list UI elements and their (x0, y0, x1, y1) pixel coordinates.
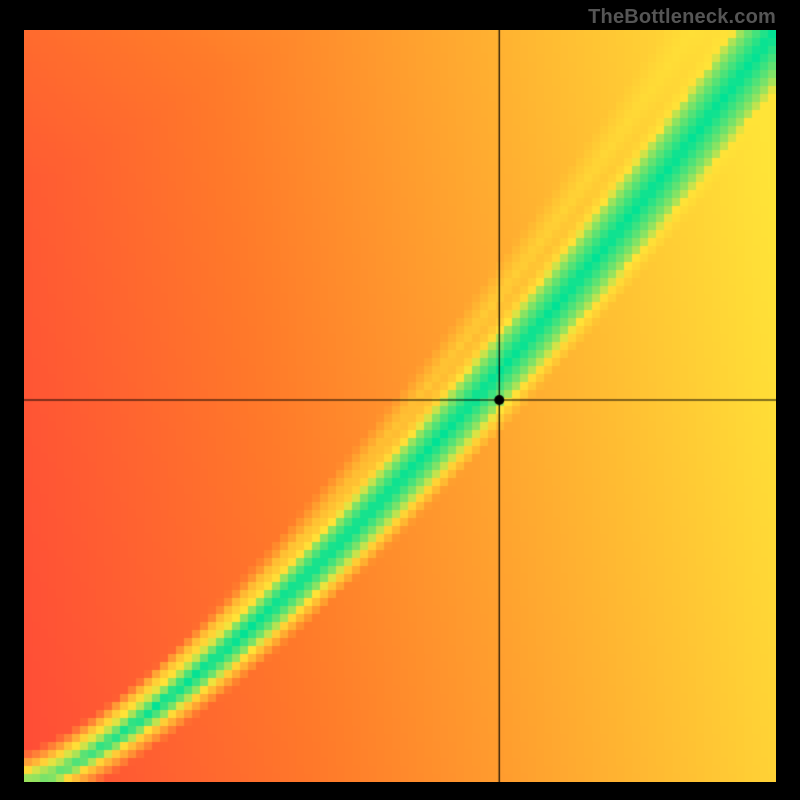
watermark-text: TheBottleneck.com (588, 6, 776, 29)
bottleneck-heatmap (24, 30, 776, 782)
crosshair-overlay (24, 30, 776, 782)
